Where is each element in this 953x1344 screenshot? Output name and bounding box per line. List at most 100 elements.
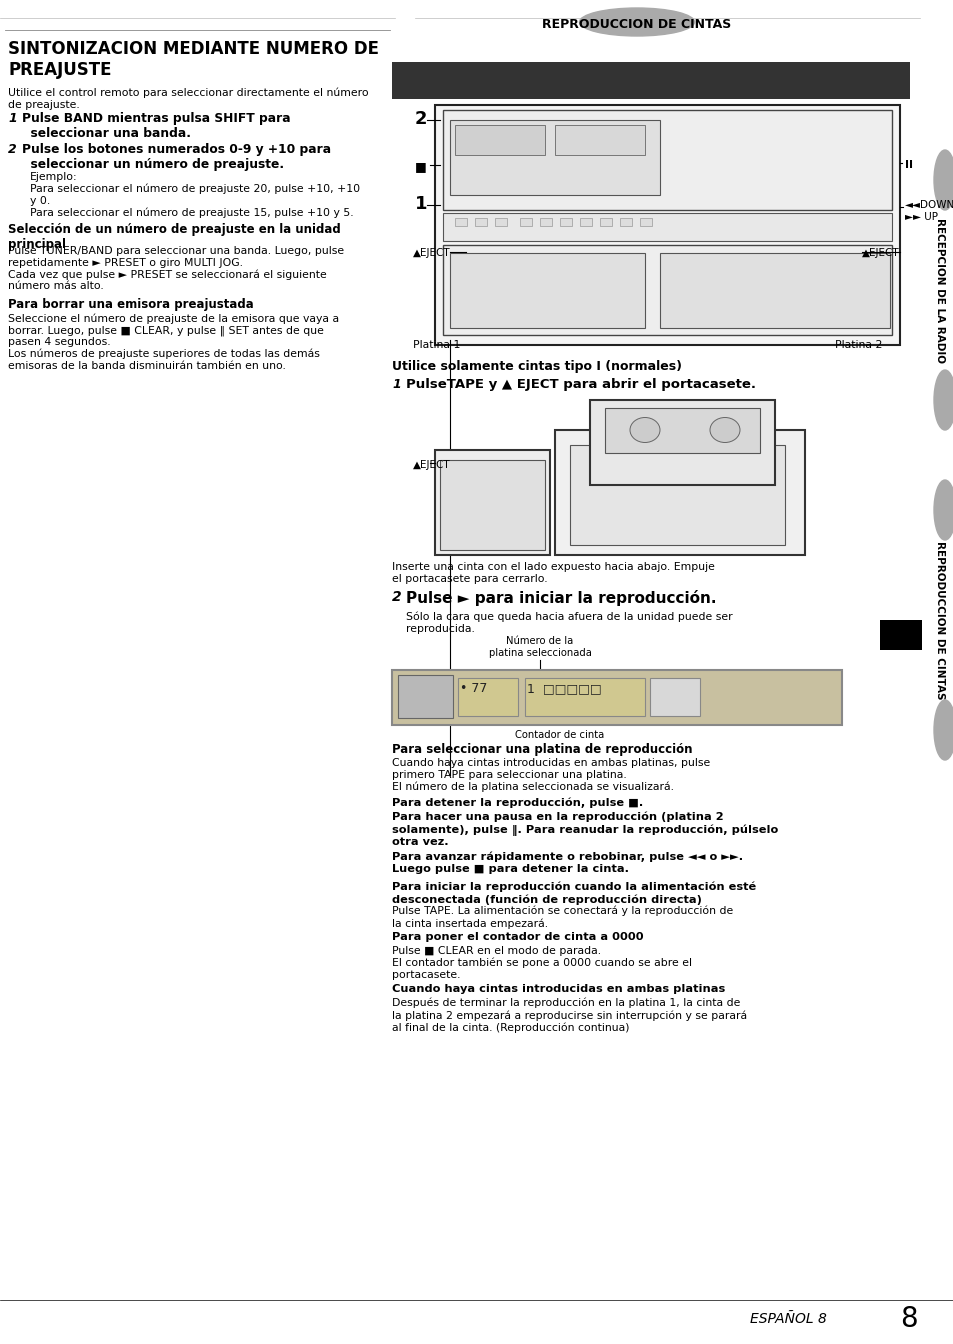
Text: Platina 2: Platina 2 (834, 340, 882, 349)
Bar (659, 253, 889, 328)
Bar (524, 677, 644, 716)
Ellipse shape (565, 276, 603, 306)
Ellipse shape (869, 314, 889, 335)
Bar (435, 105, 899, 345)
Text: Pulse BAND mientras pulsa SHIFT para
  seleccionar una banda.: Pulse BAND mientras pulsa SHIFT para sel… (22, 112, 291, 140)
Ellipse shape (933, 151, 953, 210)
Text: Pulse TUNER/BAND para seleccionar una banda. Luego, pulse
repetidamente ► PRESET: Pulse TUNER/BAND para seleccionar una ba… (8, 246, 344, 292)
Bar (589, 401, 774, 485)
Text: E: E (895, 628, 905, 642)
Bar (539, 218, 552, 226)
Ellipse shape (933, 700, 953, 759)
Ellipse shape (546, 164, 562, 176)
Text: Para avanzar rápidamente o rebobinar, pulse ◄◄ o ►►.
Luego pulse ■ para detener : Para avanzar rápidamente o rebobinar, pu… (392, 852, 742, 874)
Bar (392, 62, 909, 99)
Text: ◄◄DOWN,
►► UP: ◄◄DOWN, ►► UP (904, 200, 953, 222)
Ellipse shape (781, 276, 818, 306)
Text: Seleccione el número de preajuste de la emisora que vaya a
borrar. Luego, pulse : Seleccione el número de preajuste de la … (8, 313, 338, 371)
Bar (455, 218, 467, 226)
Text: Para borrar una emisora preajustada: Para borrar una emisora preajustada (8, 298, 253, 310)
Ellipse shape (476, 276, 514, 306)
Text: Selección de un número de preajuste en la unidad
principal: Selección de un número de preajuste en l… (8, 223, 340, 251)
Ellipse shape (690, 276, 728, 306)
Text: 8: 8 (899, 1305, 917, 1333)
Text: 2: 2 (415, 110, 427, 128)
Text: SINTONIZACION MEDIANTE NUMERO DE
PREAJUSTE: SINTONIZACION MEDIANTE NUMERO DE PREAJUS… (8, 40, 378, 79)
Bar (455, 125, 544, 155)
Text: Cuando haya cintas introducidas en ambas platinas, pulse
primero TAPE para selec: Cuando haya cintas introducidas en ambas… (392, 758, 709, 792)
Ellipse shape (780, 120, 859, 200)
Bar (569, 445, 784, 546)
Ellipse shape (578, 8, 694, 36)
Text: Pulse ► para iniciar la reproducción.: Pulse ► para iniciar la reproducción. (406, 590, 716, 606)
Text: Sólo la cara que queda hacia afuera de la unidad puede ser
reproducida.: Sólo la cara que queda hacia afuera de l… (406, 612, 732, 634)
Text: Utilice el control remoto para seleccionar directamente el número
de preajuste.: Utilice el control remoto para seleccion… (8, 87, 368, 110)
Text: • 77: • 77 (459, 681, 487, 695)
Text: REPRODUCCION DE CINTAS: REPRODUCCION DE CINTAS (934, 540, 944, 699)
Bar (555, 125, 644, 155)
Text: Para detener la reproducción, pulse ■.: Para detener la reproducción, pulse ■. (392, 797, 642, 808)
Ellipse shape (629, 418, 659, 442)
Text: ▲EJECT: ▲EJECT (413, 249, 450, 258)
Ellipse shape (405, 679, 444, 715)
Bar (435, 450, 550, 555)
Text: 1: 1 (415, 195, 427, 212)
Text: ESPAÑOL 8: ESPAÑOL 8 (749, 1312, 826, 1327)
Ellipse shape (521, 164, 537, 176)
Bar (442, 212, 891, 241)
Bar (579, 218, 592, 226)
Bar (450, 253, 644, 328)
Bar (442, 110, 891, 210)
Text: Platina 1: Platina 1 (413, 340, 460, 349)
Bar (495, 218, 506, 226)
Ellipse shape (472, 164, 488, 176)
Bar (639, 218, 651, 226)
Text: 2: 2 (8, 142, 17, 156)
Text: Para hacer una pausa en la reproducción (platina 2
solamente), pulse ‖. Para rea: Para hacer una pausa en la reproducción … (392, 812, 778, 847)
Text: Inserte una cinta con el lado expuesto hacia abajo. Empuje
el portacasete para c: Inserte una cinta con el lado expuesto h… (392, 562, 714, 583)
Ellipse shape (497, 164, 513, 176)
Text: Para iniciar la reproducción cuando la alimentación esté
desconectada (función d: Para iniciar la reproducción cuando la a… (392, 882, 756, 905)
Bar (555, 430, 804, 555)
Text: Después de terminar la reproducción en la platina 1, la cinta de
la platina 2 em: Después de terminar la reproducción en l… (392, 999, 746, 1034)
Text: Pulse TAPE. La alimentación se conectará y la reproducción de
la cinta insertada: Pulse TAPE. La alimentación se conectará… (392, 906, 733, 929)
Bar (649, 677, 700, 716)
Bar (619, 218, 631, 226)
Text: Número de la
platina seleccionada: Número de la platina seleccionada (488, 636, 591, 657)
Text: Para seleccionar una platina de reproducción: Para seleccionar una platina de reproduc… (392, 743, 692, 755)
Bar (604, 409, 760, 453)
Text: ■: ■ (415, 160, 426, 173)
Text: 1: 1 (8, 112, 17, 125)
Bar (450, 120, 659, 195)
Ellipse shape (933, 480, 953, 540)
Text: RECEPCION DE LA RADIO: RECEPCION DE LA RADIO (934, 218, 944, 363)
Text: Contador de cinta: Contador de cinta (515, 730, 604, 741)
Ellipse shape (447, 164, 462, 176)
Ellipse shape (436, 496, 443, 504)
Text: 2: 2 (392, 590, 401, 603)
Text: Utilice solamente cintas tipo I (normales): Utilice solamente cintas tipo I (normale… (392, 360, 681, 374)
Text: Cuando haya cintas introducidas en ambas platinas: Cuando haya cintas introducidas en ambas… (392, 984, 724, 995)
Text: ▲EJECT: ▲EJECT (862, 249, 899, 258)
Ellipse shape (933, 370, 953, 430)
Text: ▲EJECT: ▲EJECT (413, 460, 450, 470)
Bar (439, 460, 544, 550)
Text: Para poner el contador de cinta a 0000: Para poner el contador de cinta a 0000 (392, 931, 643, 942)
Bar (475, 218, 486, 226)
Text: 1  □□□□□: 1 □□□□□ (526, 681, 601, 695)
Text: 1: 1 (392, 378, 400, 391)
Text: REPRODUCCION DE CINTAS: REPRODUCCION DE CINTAS (542, 19, 731, 31)
Bar (392, 671, 841, 724)
Text: II: II (904, 160, 912, 169)
Text: Ejemplo:
Para seleccionar el número de preajuste 20, pulse +10, +10
y 0.
Para se: Ejemplo: Para seleccionar el número de p… (30, 172, 359, 218)
Text: Pulse ■ CLEAR en el modo de parada.
El contador también se pone a 0000 cuando se: Pulse ■ CLEAR en el modo de parada. El c… (392, 946, 691, 980)
Bar (559, 218, 572, 226)
Bar (519, 218, 532, 226)
Bar (879, 620, 921, 650)
Text: OPERACIONES BASICAS: OPERACIONES BASICAS (395, 63, 652, 82)
Bar (599, 218, 612, 226)
Text: PulseTAPE y ▲ EJECT para abrir el portacasete.: PulseTAPE y ▲ EJECT para abrir el portac… (406, 378, 755, 391)
Bar (397, 675, 453, 718)
Bar (457, 677, 517, 716)
Text: Pulse los botones numerados 0-9 y +10 para
  seleccionar un número de preajuste.: Pulse los botones numerados 0-9 y +10 pa… (22, 142, 331, 171)
